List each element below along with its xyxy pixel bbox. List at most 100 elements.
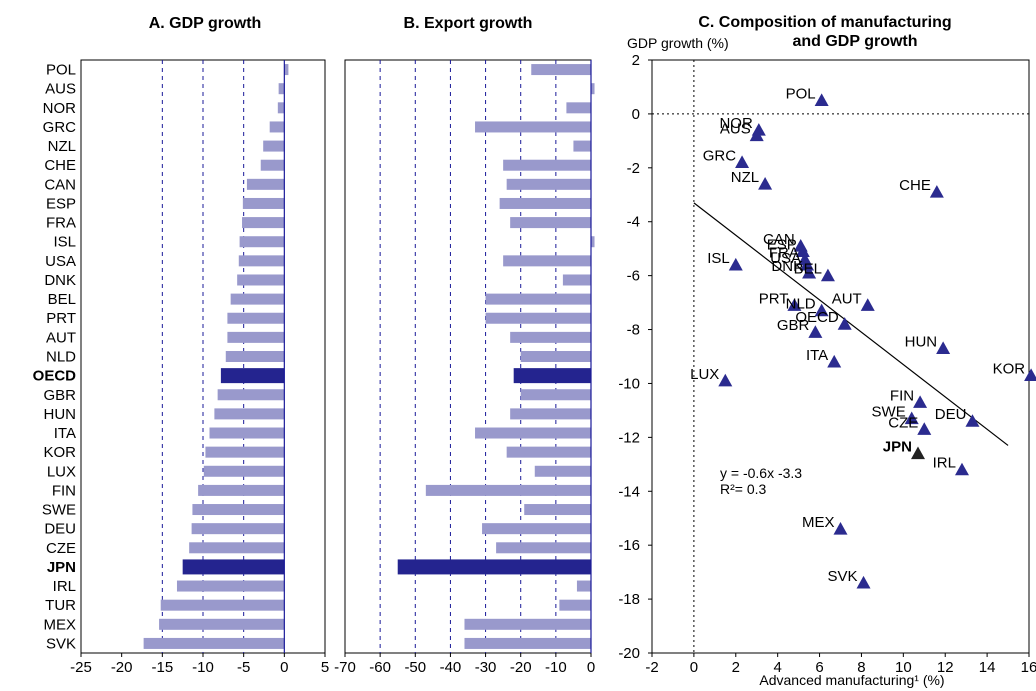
panel-c-equation: y = -0.6x -3.3 <box>720 465 802 481</box>
bar-svk <box>464 637 591 649</box>
bar-fin <box>198 484 285 496</box>
x-tick-label: -10 <box>545 659 567 676</box>
point-label-bel: BEL <box>794 261 822 278</box>
point-esp <box>795 244 810 257</box>
bar-nor <box>277 102 285 114</box>
bar-fra <box>510 217 591 229</box>
point-label-jpn: JPN <box>883 439 912 456</box>
panel-c-plot: -2 0 2 4 6 8 10 12 14 1620-2-4-6-8-10-12-14-16-18… <box>618 52 1036 676</box>
panel-c-r2: R²= 0.3 <box>720 481 767 497</box>
bar-jpn <box>182 559 285 575</box>
bar-swe <box>192 504 285 516</box>
point-label-prt: PRT <box>759 290 789 307</box>
bar-can <box>246 178 285 190</box>
panel-b-title: B. Export growth <box>404 15 533 32</box>
point-nld <box>814 303 829 317</box>
point-label-usa: USA <box>770 250 801 267</box>
point-label-aut: AUT <box>832 290 862 307</box>
bar-dnk <box>237 274 285 286</box>
bar-deu <box>482 523 591 535</box>
bar-cze <box>496 542 591 554</box>
category-label-grc: GRC <box>43 119 77 136</box>
x-tick-label: 5 <box>321 659 329 676</box>
category-label-nor: NOR <box>43 100 77 117</box>
bar-che <box>503 159 591 171</box>
bar-aus <box>278 83 285 95</box>
bar-kor <box>506 446 591 458</box>
category-label-fin: FIN <box>52 482 76 499</box>
bar-prt <box>485 312 591 324</box>
bar-nzl <box>573 140 591 152</box>
point-bel <box>820 268 835 282</box>
bar-svk <box>143 637 285 649</box>
bar-aut <box>227 331 285 343</box>
bar-oecd <box>513 368 591 384</box>
point-label-irl: IRL <box>933 455 956 472</box>
x-tick-label: 16 <box>1021 659 1036 676</box>
bar-grc <box>269 121 285 133</box>
point-label-che: CHE <box>899 177 931 194</box>
point-label-deu: DEU <box>935 406 967 423</box>
x-tick-label: -5 <box>237 659 250 676</box>
x-tick-label: -20 <box>111 659 133 676</box>
bar-bel <box>230 293 285 305</box>
bar-pol <box>284 64 289 76</box>
bar-fra <box>242 217 285 229</box>
panel-c-xlabel: Advanced manufacturing¹ (%) <box>759 672 944 688</box>
point-lux <box>718 373 733 387</box>
x-tick-label: -70 <box>334 659 356 676</box>
bar-fin <box>425 484 591 496</box>
y-tick-label: -14 <box>618 483 640 500</box>
x-tick-label: -30 <box>475 659 497 676</box>
category-label-oecd: OECD <box>33 368 77 385</box>
bar-irl <box>176 580 285 592</box>
bar-gbr <box>520 389 591 401</box>
x-tick-label: -60 <box>369 659 391 676</box>
point-isl <box>728 257 743 271</box>
category-label-swe: SWE <box>42 502 76 519</box>
category-label-che: CHE <box>44 157 76 174</box>
y-tick-label: -8 <box>627 322 640 339</box>
category-label-nld: NLD <box>46 349 76 366</box>
category-label-fra: FRA <box>46 215 76 232</box>
panel-c-title-line2: and GDP growth <box>792 33 917 50</box>
point-kor <box>1024 368 1036 381</box>
x-tick-label: 4 <box>773 659 781 676</box>
category-label-jpn: JPN <box>47 559 76 576</box>
panel-b-plot: -70 -60 -50 -40 -30 -20 -10 0 <box>334 60 595 676</box>
y-tick-label: -4 <box>627 214 640 231</box>
point-label-svk: SVK <box>828 568 858 585</box>
point-mex <box>833 522 848 535</box>
bar-grc <box>475 121 591 133</box>
bar-bel <box>485 293 591 305</box>
point-oecd <box>837 317 852 330</box>
point-label-swe: SWE <box>872 403 906 420</box>
category-label-isl: ISL <box>53 234 76 251</box>
bar-isl <box>591 236 595 248</box>
x-tick-label: 10 <box>895 659 912 676</box>
bar-pol <box>531 64 591 76</box>
point-label-aus: AUS <box>720 120 751 137</box>
point-label-pol: POL <box>786 85 816 102</box>
bar-can <box>506 178 591 190</box>
point-label-nld: NLD <box>786 296 816 313</box>
bar-hun <box>214 408 285 420</box>
panel-a-title: A. GDP growth <box>149 15 262 32</box>
point-label-can: CAN <box>763 231 795 248</box>
x-tick-label: -40 <box>440 659 462 676</box>
x-tick-label: 0 <box>690 659 698 676</box>
x-tick-label: 0 <box>587 659 595 676</box>
category-label-tur: TUR <box>45 597 76 614</box>
y-tick-label: -12 <box>618 429 640 446</box>
category-label-esp: ESP <box>46 195 76 212</box>
bar-prt <box>227 312 285 324</box>
bar-swe <box>524 504 591 516</box>
category-label-gbr: GBR <box>43 387 76 404</box>
category-label-nzl: NZL <box>48 138 76 155</box>
bar-irl <box>576 580 591 592</box>
bar-aus <box>591 83 595 95</box>
point-label-kor: KOR <box>993 360 1026 377</box>
category-label-cze: CZE <box>46 540 76 557</box>
x-tick-label: -2 <box>645 659 658 676</box>
point-label-oecd: OECD <box>795 309 839 326</box>
